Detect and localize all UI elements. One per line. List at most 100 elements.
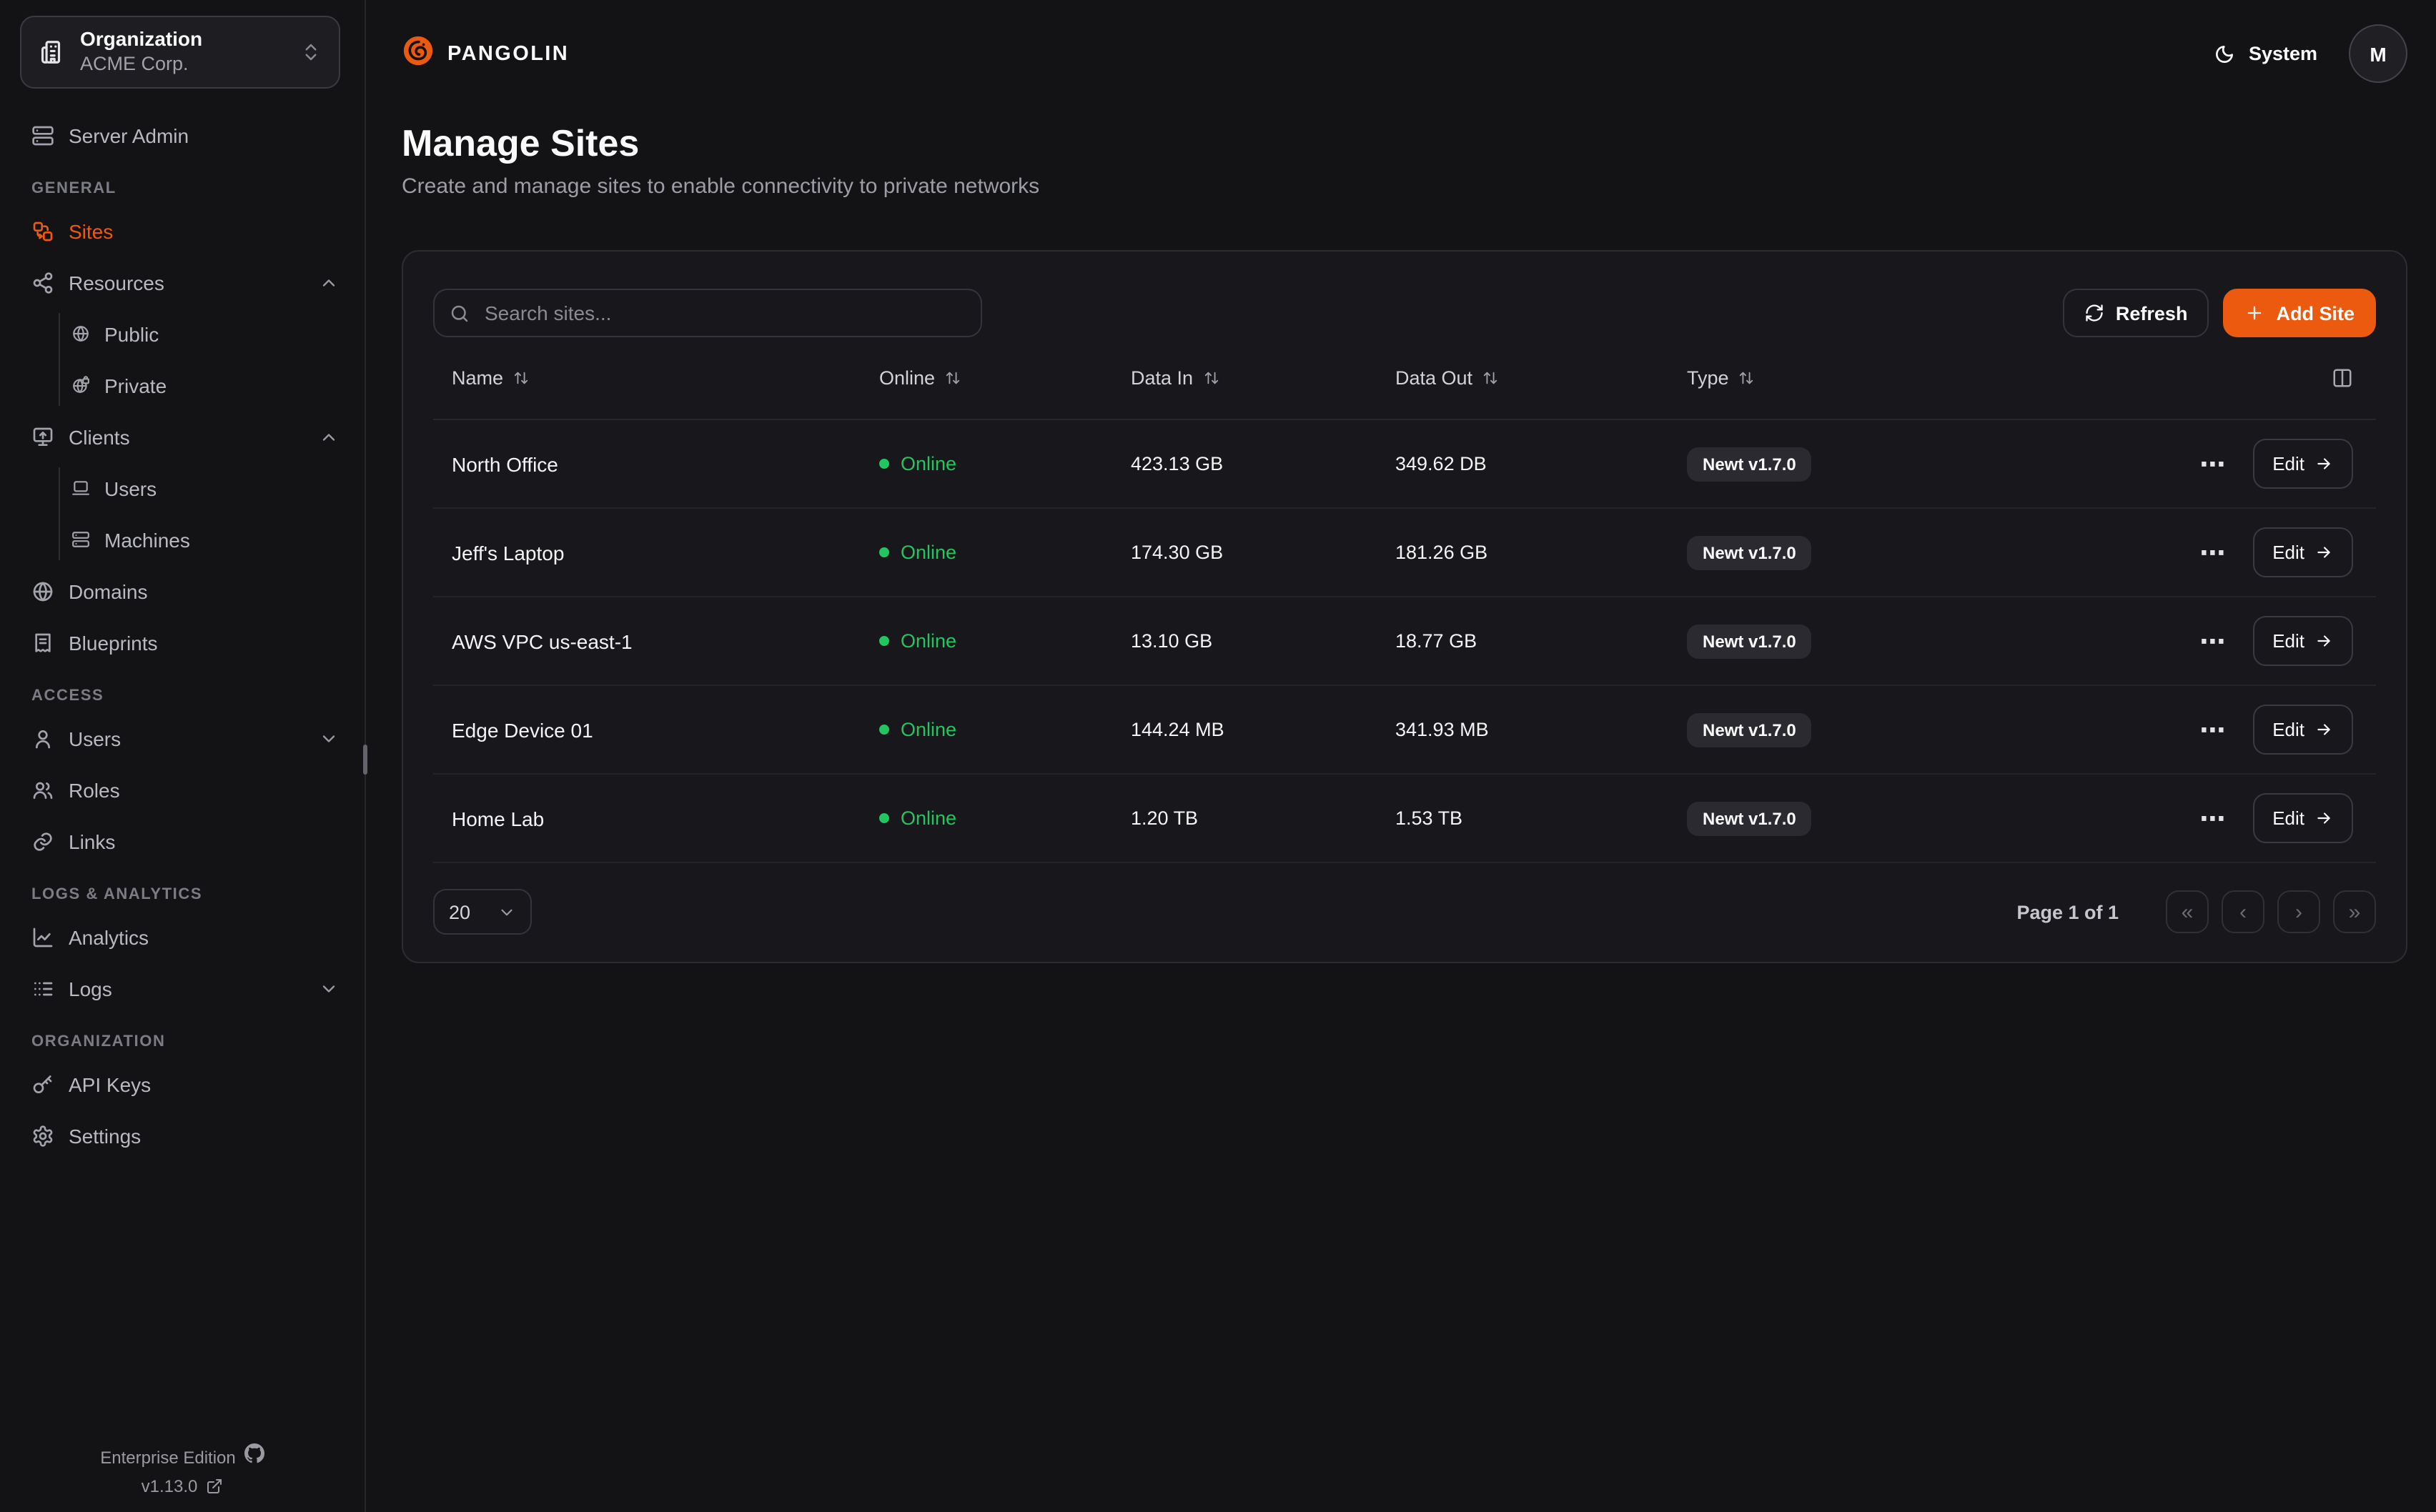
sort-icon xyxy=(513,370,529,386)
column-header-online[interactable]: Online xyxy=(862,367,1114,389)
moon-icon xyxy=(2213,42,2236,65)
sidebar-item-public[interactable]: Public xyxy=(66,313,347,354)
sidebar-item-settings[interactable]: Settings xyxy=(14,1115,347,1158)
column-header-type[interactable]: Type xyxy=(1670,367,2104,389)
data-in-value: 174.30 GB xyxy=(1131,542,1224,563)
sidebar-item-analytics[interactable]: Analytics xyxy=(14,916,347,959)
sidebar-item-roles[interactable]: Roles xyxy=(14,769,347,812)
first-page-button[interactable]: « xyxy=(2166,890,2209,933)
row-menu-button[interactable]: ⋯ xyxy=(2199,538,2227,567)
sidebar-item-label: Users xyxy=(104,477,157,499)
search-icon xyxy=(449,302,470,324)
columns-toggle-button[interactable] xyxy=(2104,367,2376,389)
refresh-icon xyxy=(2084,303,2104,323)
sidebar-footer: Enterprise Edition v1.13.0 xyxy=(0,1443,365,1501)
add-site-button[interactable]: Add Site xyxy=(2223,289,2376,337)
column-header-data-out[interactable]: Data Out xyxy=(1378,367,1670,389)
edit-button[interactable]: Edit xyxy=(2252,705,2353,755)
chart-line-icon xyxy=(31,926,54,949)
edit-button[interactable]: Edit xyxy=(2252,527,2353,577)
page-size-select[interactable]: 20 xyxy=(433,889,532,935)
org-switcher-label: Organization xyxy=(80,27,203,51)
site-name: Home Lab xyxy=(452,807,545,830)
sidebar-item-label: Sites xyxy=(69,220,114,243)
site-name: Edge Device 01 xyxy=(452,718,593,741)
status-badge: Online xyxy=(862,453,1114,474)
sidebar-item-sites[interactable]: Sites xyxy=(14,210,347,253)
data-in-value: 144.24 MB xyxy=(1131,719,1224,740)
sidebar-item-resources[interactable]: Resources xyxy=(14,262,347,304)
server-icon xyxy=(71,530,90,549)
sidebar-item-machines[interactable]: Machines xyxy=(66,519,347,560)
sidebar-item-domains[interactable]: Domains xyxy=(14,570,347,613)
type-badge: Newt v1.7.0 xyxy=(1687,801,1812,835)
clients-sublist: Users Machines xyxy=(59,467,347,560)
sites-icon xyxy=(31,220,54,243)
sidebar-item-clients[interactable]: Clients xyxy=(14,416,347,459)
refresh-button[interactable]: Refresh xyxy=(2062,289,2209,337)
plus-icon xyxy=(2244,303,2264,323)
data-out-value: 349.62 DB xyxy=(1395,453,1487,474)
online-dot-icon xyxy=(879,813,889,823)
section-label-organization: ORGANIZATION xyxy=(31,1033,166,1050)
page-size-value: 20 xyxy=(449,901,471,922)
sites-card: Refresh Add Site Name Online xyxy=(402,250,2407,963)
sidebar-item-client-users[interactable]: Users xyxy=(66,467,347,509)
sidebar-item-links[interactable]: Links xyxy=(14,820,347,863)
globe-icon xyxy=(31,580,54,603)
last-page-button[interactable]: » xyxy=(2333,890,2376,933)
edit-button[interactable]: Edit xyxy=(2252,793,2353,843)
building-icon xyxy=(39,39,66,66)
sidebar-item-label: Roles xyxy=(69,779,120,802)
data-in-value: 423.13 GB xyxy=(1131,453,1224,474)
data-out-value: 181.26 GB xyxy=(1395,542,1488,563)
type-badge: Newt v1.7.0 xyxy=(1687,447,1812,481)
column-header-name[interactable]: Name xyxy=(433,367,862,389)
sidebar-item-api-keys[interactable]: API Keys xyxy=(14,1063,347,1106)
sidebar-item-server-admin[interactable]: Server Admin xyxy=(14,114,347,157)
sort-icon xyxy=(945,370,961,386)
brand-home-link[interactable]: PANGOLIN xyxy=(402,34,569,74)
org-switcher[interactable]: Organization ACME Corp. xyxy=(20,16,340,89)
brand-name: PANGOLIN xyxy=(447,42,570,65)
status-badge: Online xyxy=(862,807,1114,829)
prev-page-button[interactable]: ‹ xyxy=(2222,890,2264,933)
arrow-right-icon xyxy=(2314,720,2333,739)
site-name: North Office xyxy=(452,452,558,475)
column-header-data-in[interactable]: Data In xyxy=(1114,367,1378,389)
github-icon[interactable] xyxy=(244,1443,264,1472)
sidebar-item-label: API Keys xyxy=(69,1073,152,1096)
version-label[interactable]: v1.13.0 xyxy=(141,1476,198,1496)
section-label-logs-analytics: LOGS & ANALYTICS xyxy=(31,886,203,903)
chevron-down-icon xyxy=(319,729,339,749)
data-in-value: 13.10 GB xyxy=(1131,630,1213,652)
type-badge: Newt v1.7.0 xyxy=(1687,712,1812,747)
sidebar-item-blueprints[interactable]: Blueprints xyxy=(14,622,347,665)
theme-toggle-label: System xyxy=(2248,43,2317,64)
row-menu-button[interactable]: ⋯ xyxy=(2199,449,2227,478)
avatar[interactable]: M xyxy=(2349,24,2407,83)
search-input[interactable] xyxy=(482,300,966,326)
table-footer: 20 Page 1 of 1 « ‹ › » xyxy=(433,889,2376,935)
external-link-icon[interactable] xyxy=(206,1478,223,1495)
sidebar-item-label: Logs xyxy=(69,978,112,1000)
arrow-right-icon xyxy=(2314,809,2333,827)
next-page-button[interactable]: › xyxy=(2277,890,2320,933)
sidebar-item-users[interactable]: Users xyxy=(14,717,347,760)
sidebar-item-logs[interactable]: Logs xyxy=(14,968,347,1010)
sidebar-resize-handle[interactable] xyxy=(363,745,367,775)
resources-sublist: Public Private xyxy=(59,313,347,406)
edit-button[interactable]: Edit xyxy=(2252,439,2353,489)
row-menu-button[interactable]: ⋯ xyxy=(2199,715,2227,744)
user-icon xyxy=(31,727,54,750)
row-menu-button[interactable]: ⋯ xyxy=(2199,627,2227,655)
table-row: Home Lab Online 1.20 TB 1.53 TB Newt v1.… xyxy=(433,775,2376,863)
sidebar-item-private[interactable]: Private xyxy=(66,364,347,406)
logs-list-icon xyxy=(31,978,54,1000)
theme-toggle[interactable]: System xyxy=(2213,42,2317,65)
edit-button[interactable]: Edit xyxy=(2252,616,2353,666)
add-site-label: Add Site xyxy=(2276,302,2355,324)
table-row: Edge Device 01 Online 144.24 MB 341.93 M… xyxy=(433,686,2376,775)
row-menu-button[interactable]: ⋯ xyxy=(2199,804,2227,832)
server-icon xyxy=(31,124,54,147)
